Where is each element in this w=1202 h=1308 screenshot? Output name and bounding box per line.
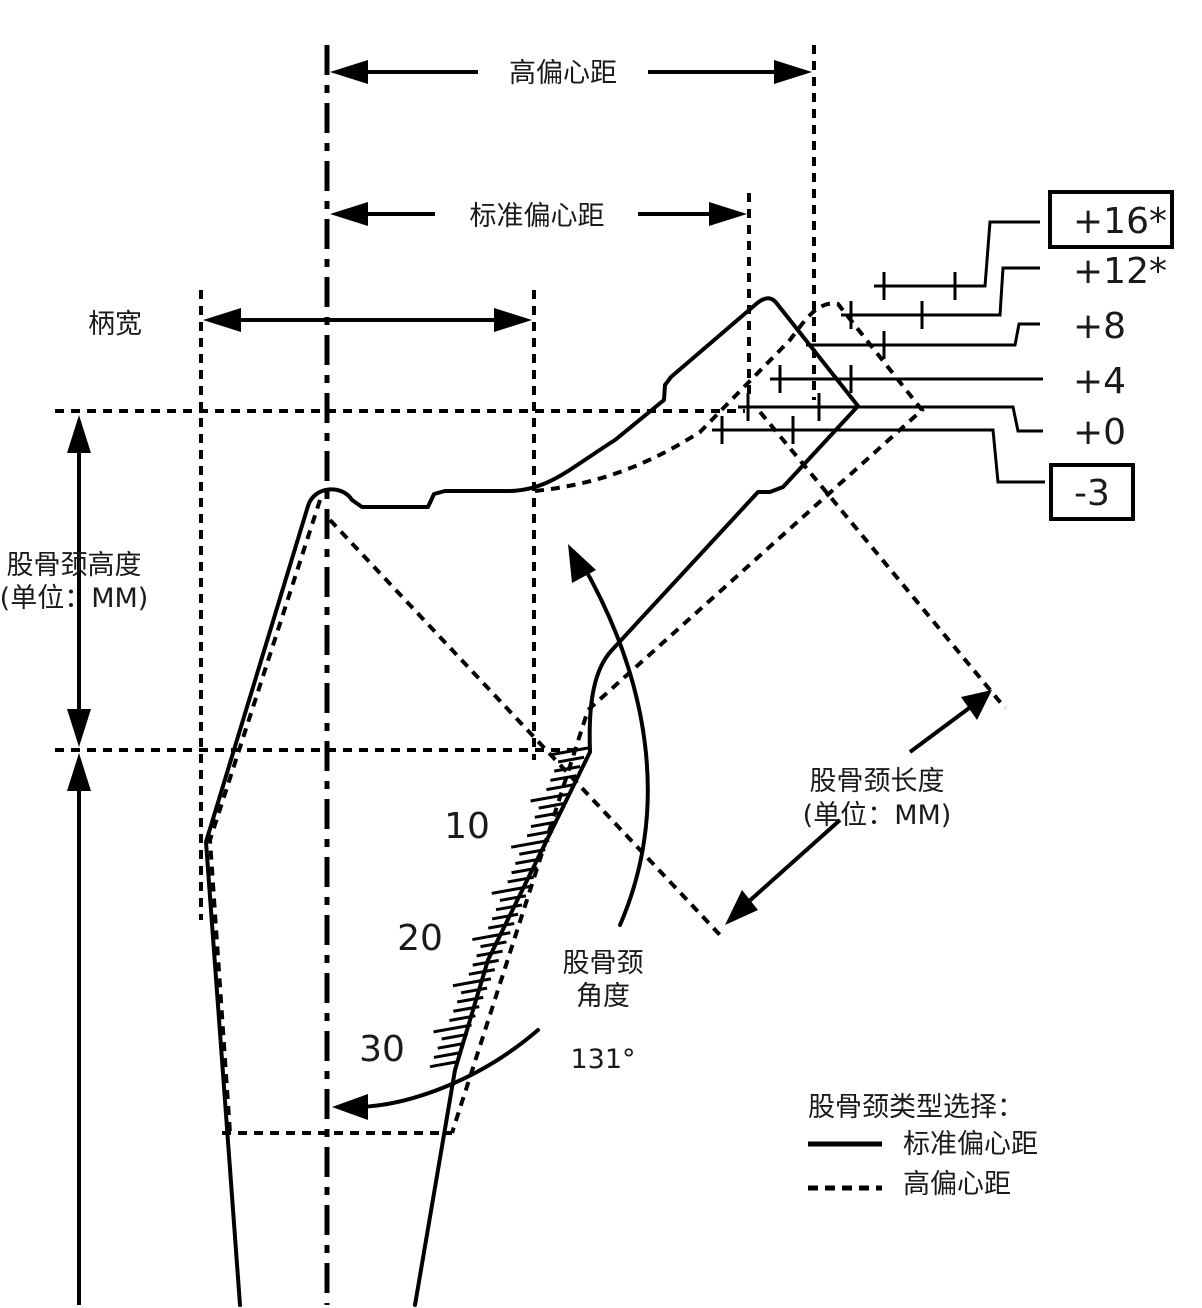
ruler-tick xyxy=(449,1014,476,1022)
neck-angle-arc xyxy=(578,558,650,927)
ruler-tick xyxy=(452,977,492,988)
ruler-tick xyxy=(460,986,488,995)
neck-angle-lower-arc xyxy=(358,1028,540,1109)
legend-title: 股骨颈类型选择： xyxy=(808,1092,1024,1123)
neck-axis-line-high xyxy=(758,410,1007,710)
ruler-tick xyxy=(433,1051,461,1059)
ruler-tick xyxy=(468,968,496,976)
size-box-plus16 xyxy=(1048,190,1174,249)
ruler-tick xyxy=(472,958,499,967)
ruler-tick xyxy=(549,746,589,757)
ruler-tick xyxy=(515,857,542,865)
ruler-tick xyxy=(437,1042,465,1050)
neck-height-arrowhead-bottom xyxy=(67,709,91,747)
stem-width-arrowhead-right xyxy=(494,308,532,332)
depth-scale-ruler xyxy=(429,746,589,1069)
ruler-tick xyxy=(550,774,577,782)
ruler-tick xyxy=(546,783,573,792)
ruler-tick xyxy=(480,940,507,949)
neck-length-arrow-upper xyxy=(908,698,982,754)
standard-stem-outline xyxy=(204,296,860,1307)
high-offset-lateral-outline xyxy=(207,499,322,1134)
ruler-tick xyxy=(538,801,565,810)
neck-length-arrowhead-lower xyxy=(725,890,758,925)
size-label-plus8: +8 xyxy=(1073,306,1126,347)
scale-mark-30: 30 xyxy=(359,1029,405,1070)
neck-length-unit: (单位：MM) xyxy=(803,800,952,831)
standard-offset-arrowhead-left xyxy=(330,202,368,226)
stem-width-arrowhead-left xyxy=(203,308,241,332)
ruler-tick xyxy=(441,1032,468,1041)
high-offset-arrowhead-right xyxy=(774,60,812,84)
stem-width-label: 柄宽 xyxy=(88,309,142,340)
size-label-plus0: +0 xyxy=(1073,412,1126,453)
ruler-tick xyxy=(487,921,515,930)
neck-angle-arrowhead-left xyxy=(332,1094,368,1120)
size-label-minus3: -3 xyxy=(1074,473,1110,514)
ruler-tick xyxy=(507,875,534,884)
scale-mark-10: 10 xyxy=(444,806,490,847)
legend-label-standard: 标准偏心距 xyxy=(903,1129,1038,1160)
neck-height-unit: (单位：MM) xyxy=(0,583,148,614)
size-label-plus4: +4 xyxy=(1073,361,1126,402)
ruler-tick xyxy=(510,838,550,849)
neck-angle-arrowhead-top xyxy=(568,544,596,583)
ruler-tick xyxy=(433,1023,472,1034)
legend: 股骨颈类型选择： 标准偏心距 高偏心距 xyxy=(808,1092,1038,1200)
high-offset-neck-outline xyxy=(450,301,925,1134)
standard-offset-label: 标准偏心距 xyxy=(470,201,605,232)
neck-angle-label-2: 角度 xyxy=(576,981,630,1012)
standard-offset-arrowhead-right xyxy=(709,202,747,226)
high-offset-label: 高偏心距 xyxy=(509,58,617,89)
neck-height-arrowhead-top xyxy=(67,415,91,453)
ruler-tick xyxy=(456,995,484,1004)
ruler-tick xyxy=(499,894,527,902)
ruler-tick xyxy=(534,811,562,819)
ruler-tick xyxy=(429,1060,457,1069)
neck-length-label: 股骨颈长度 xyxy=(810,766,945,797)
ruler-tick xyxy=(491,885,531,895)
ruler-tick xyxy=(476,949,503,958)
size-label-plus16: +16* xyxy=(1073,201,1167,242)
ruler-tick xyxy=(530,792,569,803)
ruler-tick xyxy=(495,903,523,912)
ruler-tick xyxy=(530,820,558,829)
neck-height-label: 股骨颈高度 xyxy=(7,550,142,581)
neck-angle-label: 股骨颈 xyxy=(563,948,644,979)
ruler-tick xyxy=(526,829,554,838)
neck-axis-line-standard xyxy=(328,518,722,937)
ruler-tick xyxy=(557,755,585,764)
ruler-tick xyxy=(491,912,519,921)
high-offset-arrowhead-left xyxy=(330,60,368,84)
neck-angle-value: 131° xyxy=(570,1044,635,1075)
size-label-plus12: +12* xyxy=(1073,251,1167,292)
neck-length-arrowhead-upper xyxy=(961,690,992,720)
ruler-tick xyxy=(472,931,511,942)
ruler-tick xyxy=(453,1005,480,1013)
ruler-tick xyxy=(511,866,538,875)
size-box-minus3 xyxy=(1049,463,1135,521)
legend-label-high: 高偏心距 xyxy=(903,1169,1011,1200)
neck-size-lines xyxy=(712,220,1045,484)
neck-length-arrow-lower xyxy=(735,818,842,914)
ruler-tick xyxy=(519,848,546,856)
stem-length-arrowhead-top xyxy=(67,753,91,791)
ruler-tick xyxy=(553,764,581,773)
scale-mark-20: 20 xyxy=(397,918,443,959)
